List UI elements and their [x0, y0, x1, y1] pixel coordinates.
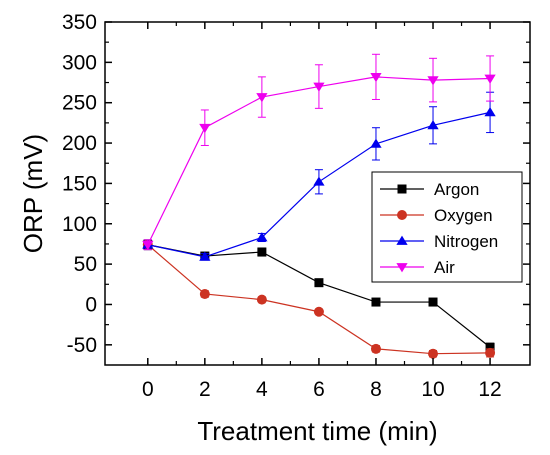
x-axis-title: Treatment time (min) [197, 416, 437, 446]
data-point-air [370, 72, 382, 83]
series-air [142, 53, 496, 251]
data-point-oxygen [199, 288, 210, 299]
data-point-oxygen [370, 343, 381, 354]
data-point-nitrogen [484, 107, 496, 117]
data-point-argon [485, 342, 495, 352]
x-tick-label: 2 [199, 378, 211, 401]
legend-entry-oxygen: Oxygen [380, 206, 493, 225]
legend-marker-oxygen [397, 210, 407, 220]
data-point-oxygen [256, 294, 267, 305]
y-tick-label: 100 [62, 213, 97, 236]
data-point-air [313, 82, 325, 92]
legend-marker-nitrogen [396, 235, 408, 245]
data-point-oxygen [313, 306, 324, 317]
legend-label-argon: Argon [434, 180, 479, 199]
legend-marker-argon [397, 184, 407, 194]
legend-label-air: Air [434, 258, 455, 277]
data-point-air [427, 76, 439, 86]
data-point-argon [314, 278, 324, 288]
y-tick-label: 250 [62, 92, 97, 115]
axes-frame [104, 21, 531, 366]
y-tick-label: -50 [67, 334, 97, 357]
y-axis-title: ORP (mV) [18, 134, 48, 253]
legend-label-oxygen: Oxygen [434, 206, 493, 225]
data-point-nitrogen [370, 138, 382, 148]
x-tick-label: 8 [370, 378, 382, 401]
plot-frame [104, 21, 531, 366]
data-point-air [142, 240, 154, 251]
x-tick-label: 0 [142, 378, 154, 401]
legend: Argon Oxygen Nitrogen Air [371, 171, 523, 283]
x-tick-label: 6 [313, 378, 325, 401]
data-point-air [199, 123, 211, 134]
data-point-argon [371, 297, 381, 307]
y-tick-label: 50 [74, 253, 97, 276]
data-point-argon [257, 247, 267, 257]
y-tick-label: 350 [62, 11, 97, 34]
data-point-nitrogen [199, 251, 211, 261]
legend-entry-air: Air [380, 258, 455, 277]
axis-ticks: 0 2 4 6 8 10 12 -50 0 50 100 150 200 250 300 350 [62, 11, 530, 401]
data-point-nitrogen [256, 232, 268, 242]
data-point-oxygen [428, 348, 439, 359]
x-tick-label: 10 [421, 378, 444, 401]
data-point-nitrogen [313, 176, 325, 186]
data-point-argon [428, 297, 438, 307]
legend-entry-argon: Argon [380, 180, 479, 199]
plot-area [142, 53, 496, 359]
legend-label-nitrogen: Nitrogen [434, 232, 498, 251]
data-point-oxygen [485, 347, 496, 358]
data-point-air [484, 74, 496, 84]
y-tick-label: 200 [62, 132, 97, 155]
x-tick-label: 4 [256, 378, 268, 401]
data-point-nitrogen [427, 119, 439, 130]
legend-entry-nitrogen: Nitrogen [380, 232, 498, 251]
y-tick-label: 0 [85, 293, 97, 316]
x-tick-label: 12 [478, 378, 501, 401]
y-tick-label: 300 [62, 51, 97, 74]
legend-marker-air [396, 263, 408, 273]
data-point-air [256, 93, 268, 103]
y-tick-label: 150 [62, 172, 97, 195]
